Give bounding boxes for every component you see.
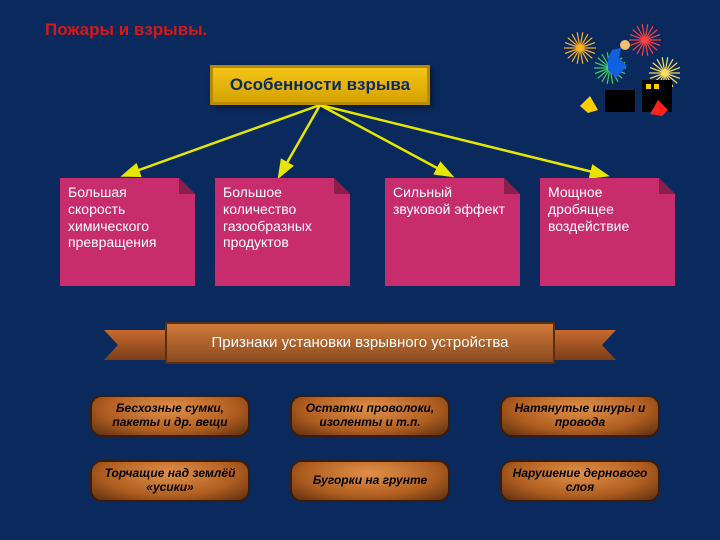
- sign-pill-2: Натянутые шнуры и провода: [500, 395, 660, 437]
- fireworks-decor: [550, 18, 680, 118]
- top-concept-label: Особенности взрыва: [230, 75, 410, 95]
- note-box-2: Сильный звуковой эффект: [385, 178, 520, 286]
- note-box-3: Мощное дробящее воздействие: [540, 178, 675, 286]
- sign-pill-4: Бугорки на грунте: [290, 460, 450, 502]
- sign-pill-5: Нарушение дернового слоя: [500, 460, 660, 502]
- ribbon-banner: Признаки установки взрывного устройства: [110, 320, 610, 366]
- ribbon-tail-right: [546, 330, 616, 360]
- note-box-0: Большая скорость химического превращения: [60, 178, 195, 286]
- ribbon-label: Признаки установки взрывного устройства: [165, 322, 555, 364]
- sign-pill-3: Торчащие над землёй «усики»: [90, 460, 250, 502]
- sign-pill-0: Бесхозные сумки, пакеты и др. вещи: [90, 395, 250, 437]
- top-concept-box: Особенности взрыва: [210, 65, 430, 105]
- sign-pill-1: Остатки проволоки, изоленты и т.п.: [290, 395, 450, 437]
- ribbon-tail-left: [104, 330, 174, 360]
- page-title: Пожары и взрывы.: [45, 20, 207, 40]
- note-box-1: Большое количество газообразных продукто…: [215, 178, 350, 286]
